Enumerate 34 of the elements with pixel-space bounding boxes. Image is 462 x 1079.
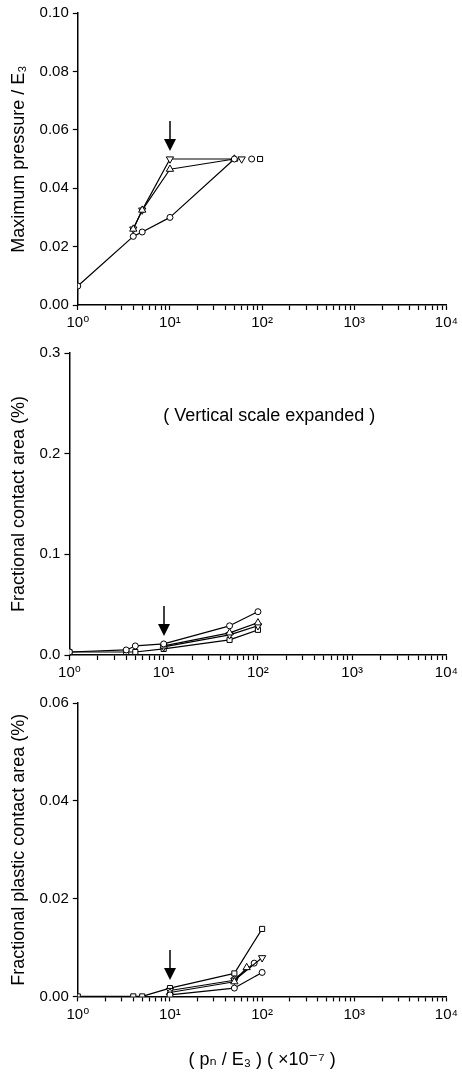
y-tick-label: 0.10 [39,3,69,21]
y-tick-label: 0.3 [39,343,61,361]
y-axis-title: Fractional contact area (%) [7,395,28,613]
x-tick-label: 10² [251,313,273,331]
annotation: ( Vertical scale expanded ) [163,405,376,426]
x-tick-label: 10⁴ [434,313,459,331]
y-axis-title: Maximum pressure / E₃ [7,65,28,253]
x-tick-label: 10² [251,1004,273,1022]
y-tick-label: 0.00 [39,295,69,313]
x-tick-label: 10³ [343,313,366,331]
x-tick-label: 10³ [341,663,364,681]
x-tick-label: 10⁴ [434,663,459,681]
x-tick-label: 10⁰ [66,313,90,331]
y-tick-label: 0.04 [39,178,69,196]
x-axis-title: ( pₙ / E₃ ) ( ×10⁻⁷ ) [188,1049,336,1070]
x-tick-label: 10¹ [159,313,181,331]
y-tick-label: 0.0 [39,645,61,663]
y-tick-label: 0.02 [39,888,69,906]
x-tick-label: 10² [247,663,269,681]
y-axis-title: Fractional plastic contact area (%) [7,713,28,986]
x-tick-label: 10¹ [152,663,175,681]
x-tick-label: 10⁴ [434,1004,459,1022]
x-tick-label: 10⁰ [58,663,81,681]
y-tick-label: 0.06 [39,693,69,711]
x-tick-label: 10⁰ [66,1004,90,1022]
x-tick-label: 10¹ [159,1004,181,1022]
y-tick-label: 0.02 [39,236,69,254]
y-tick-label: 0.06 [39,119,69,137]
x-tick-label: 10³ [343,1004,366,1022]
y-tick-label: 0.00 [39,986,69,1004]
y-tick-label: 0.2 [39,443,61,461]
y-tick-label: 0.08 [39,61,69,79]
y-tick-label: 0.04 [39,790,69,808]
y-tick-label: 0.1 [39,544,61,562]
